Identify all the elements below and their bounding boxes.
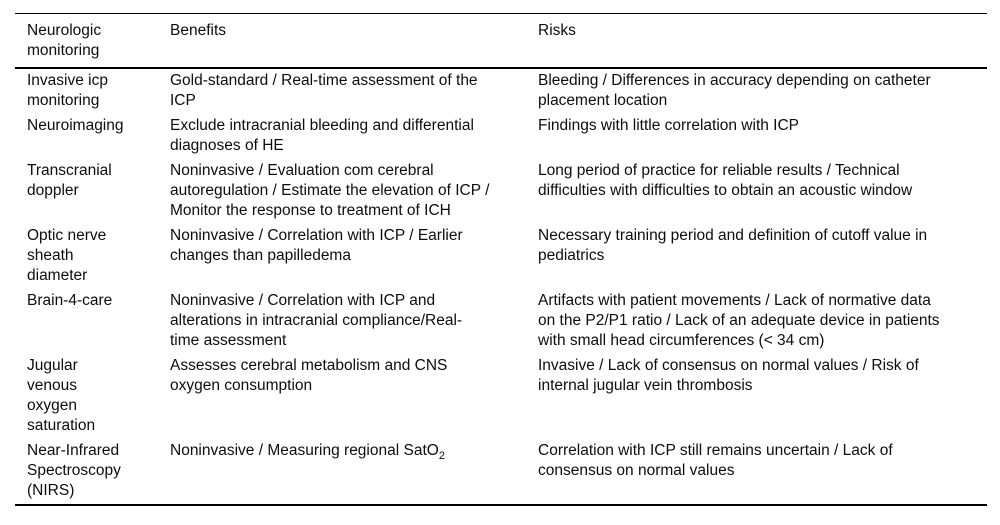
risks-text: Correlation with ICP still remains uncer… [538,442,893,479]
table-header: Neurologic monitoring Benefits Risks [15,14,987,68]
benefits-text: Assesses cerebral metabolism and CNS oxy… [170,357,448,394]
cell-risks: Correlation with ICP still remains uncer… [538,439,987,505]
cell-benefits: Exclude intracranial bleeding and differ… [170,114,538,159]
table-row: Optic nerve sheath diameter Noninvasive /… [15,224,987,289]
cell-monitoring: Optic nerve sheath diameter [15,224,170,289]
risks-text: Long period of practice for reliable res… [538,162,913,199]
benefits-text: Exclude intracranial bleeding and differ… [170,117,474,154]
cell-benefits: Noninvasive / Correlation with ICP and a… [170,289,538,354]
benefits-text: Noninvasive / Measuring regional SatO [170,442,439,459]
neurologic-monitoring-table: Neurologic monitoring Benefits Risks Inv… [15,13,987,506]
risks-text: Artifacts with patient movements / Lack … [538,292,940,349]
cell-benefits: Noninvasive / Correlation with ICP / Ear… [170,224,538,289]
table-row: Jugular venous oxygen saturation Assesses… [15,354,987,439]
cell-monitoring: Neuroimaging [15,114,170,159]
monitoring-text: Neuroimaging [27,117,124,134]
table-row: Neuroimaging Exclude intracranial bleedin… [15,114,987,159]
cell-benefits: Noninvasive / Evaluation com cerebral au… [170,159,538,224]
subscript-2: 2 [438,450,445,463]
table-row: Transcranial doppler Noninvasive / Evalua… [15,159,987,224]
column-header-neurologic-monitoring: Neurologic monitoring [27,22,102,59]
cell-risks: Artifacts with patient movements / Lack … [538,289,987,354]
cell-risks: Necessary training period and definition… [538,224,987,289]
cell-benefits: Gold-standard / Real-time assessment of … [170,68,538,114]
risks-text: Invasive / Lack of consensus on normal v… [538,357,919,394]
benefits-text: Noninvasive / Evaluation com cerebral au… [170,162,490,219]
table-row: Near-Infrared Spectroscopy (NIRS) Noninva… [15,439,987,505]
table-row: Brain-4-care Noninvasive / Correlation wi… [15,289,987,354]
cell-risks: Findings with little correlation with IC… [538,114,987,159]
monitoring-text: Brain-4-care [27,292,113,309]
cell-risks: Long period of practice for reliable res… [538,159,987,224]
cell-risks: Bleeding / Differences in accuracy depen… [538,68,987,114]
benefits-text: Noninvasive / Correlation with ICP and a… [170,292,463,349]
monitoring-text: Transcranial doppler [27,162,112,199]
cell-benefits: Assesses cerebral metabolism and CNS oxy… [170,354,538,439]
column-header-benefits: Benefits [170,22,227,39]
cell-monitoring: Invasive icp monitoring [15,68,170,114]
monitoring-text: Near-Infrared Spectroscopy (NIRS) [27,442,121,499]
risks-text: Bleeding / Differences in accuracy depen… [538,72,931,109]
column-header-risks: Risks [538,22,576,39]
benefits-text: Gold-standard / Real-time assessment of … [170,72,478,109]
benefits-text: Noninvasive / Correlation with ICP / Ear… [170,227,463,264]
cell-benefits: Noninvasive / Measuring regional SatO2 [170,439,538,505]
cell-risks: Invasive / Lack of consensus on normal v… [538,354,987,439]
cell-monitoring: Transcranial doppler [15,159,170,224]
cell-monitoring: Jugular venous oxygen saturation [15,354,170,439]
monitoring-table-container: Neurologic monitoring Benefits Risks Inv… [15,13,987,506]
monitoring-text: Optic nerve sheath diameter [27,227,107,284]
monitoring-text: Jugular venous oxygen saturation [27,357,96,434]
monitoring-text: Invasive icp monitoring [27,72,108,109]
table-body: Invasive icp monitoring Gold-standard / R… [15,68,987,505]
cell-monitoring: Brain-4-care [15,289,170,354]
cell-monitoring: Near-Infrared Spectroscopy (NIRS) [15,439,170,505]
table-row: Invasive icp monitoring Gold-standard / R… [15,68,987,114]
header-row: Neurologic monitoring Benefits Risks [15,14,987,68]
risks-text: Findings with little correlation with IC… [538,117,800,134]
risks-text: Necessary training period and definition… [538,227,928,264]
